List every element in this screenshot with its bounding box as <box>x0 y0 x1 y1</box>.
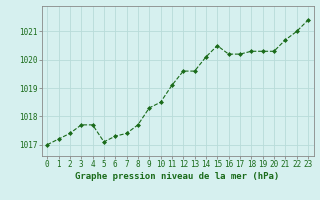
X-axis label: Graphe pression niveau de la mer (hPa): Graphe pression niveau de la mer (hPa) <box>76 172 280 181</box>
